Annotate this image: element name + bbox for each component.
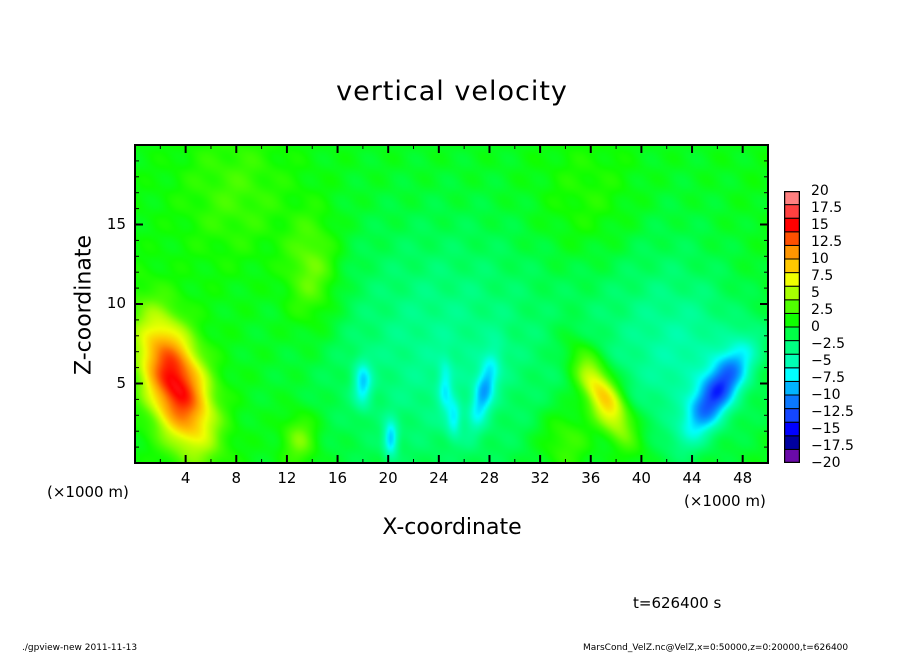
colorbar-level-box — [784, 217, 800, 233]
plot-axes — [134, 144, 769, 464]
colorbar-label: 5 — [811, 285, 820, 301]
x-tick-label: 20 — [378, 469, 398, 487]
colorbar-level-box — [784, 326, 800, 342]
colorbar-level-box — [784, 231, 800, 246]
colorbar-label: 17.5 — [811, 200, 843, 216]
colorbar-level-box — [784, 312, 800, 328]
colorbar-label: −17.5 — [811, 438, 854, 454]
x-unit-label-left: (×1000 m) — [47, 483, 129, 501]
y-tick-label: 15 — [106, 214, 126, 233]
x-tick-label: 8 — [231, 469, 242, 487]
colorbar-level-box — [784, 285, 800, 301]
colorbar-level-box — [784, 421, 800, 437]
colorbar-level-box — [784, 272, 800, 287]
x-tick-label: 44 — [682, 469, 702, 487]
x-tick-label: 4 — [180, 469, 191, 487]
colorbar-level-box — [784, 258, 800, 274]
colorbar-level-box — [784, 244, 800, 260]
x-tick-label: 24 — [429, 469, 449, 487]
plot-area — [134, 144, 769, 464]
footer-program-date: ./gpview-new 2011-11-13 — [22, 643, 138, 653]
x-tick-label: 40 — [631, 469, 651, 487]
footer-data-source: MarsCond_VelZ.nc@VelZ,x=0:50000,z=0:2000… — [583, 643, 849, 653]
x-tick-label: 16 — [328, 469, 348, 487]
x-axis-label: X-coordinate — [382, 515, 522, 540]
colorbar-label: 12.5 — [811, 234, 843, 250]
colorbar-label: 0 — [811, 319, 820, 335]
chart-title: vertical velocity — [336, 76, 568, 107]
colorbar-label: −2.5 — [811, 336, 845, 352]
colorbar-level-box — [784, 191, 800, 206]
time-label: t=626400 s — [633, 594, 722, 612]
colorbar-label: 7.5 — [811, 268, 834, 284]
colorbar-label: −7.5 — [811, 370, 845, 386]
colorbar-level-box — [784, 340, 800, 355]
x-tick-label: 12 — [277, 469, 297, 487]
colorbar-label: −10 — [811, 387, 841, 403]
y-tick-label: 5 — [116, 373, 126, 392]
colorbar-level-box — [784, 367, 800, 382]
colorbar-level-box — [784, 435, 800, 450]
colorbar-level-box — [784, 394, 800, 410]
x-unit-label-right: (×1000 m) — [684, 492, 766, 510]
colorbar-level-box — [784, 380, 800, 396]
colorbar-level-box — [784, 299, 800, 314]
colorbar-label: −12.5 — [811, 404, 854, 420]
y-axis-label: Z-coordinate — [71, 235, 97, 375]
colorbar-label: 10 — [811, 251, 829, 267]
colorbar-frame — [784, 191, 800, 463]
x-tick-label: 32 — [530, 469, 550, 487]
plot-frame — [134, 144, 769, 464]
colorbar-label: −15 — [811, 421, 841, 437]
colorbar-level-box — [784, 204, 800, 219]
x-tick-label: 48 — [733, 469, 753, 487]
colorbar-label: −5 — [811, 353, 832, 369]
y-tick-label: 10 — [106, 294, 126, 312]
colorbar-level-box — [784, 408, 800, 423]
colorbar-label: −20 — [811, 455, 841, 471]
velocity-field-heatmap — [135, 145, 768, 463]
colorbar-label: 20 — [811, 183, 829, 199]
colorbar-level-box — [784, 353, 800, 369]
colorbar-label: 2.5 — [811, 302, 834, 318]
colorbar-level-box — [784, 448, 800, 463]
x-tick-label: 28 — [479, 469, 500, 487]
colorbar-label: 15 — [811, 217, 829, 233]
colorbar — [784, 191, 800, 463]
x-tick-label: 36 — [581, 469, 601, 487]
